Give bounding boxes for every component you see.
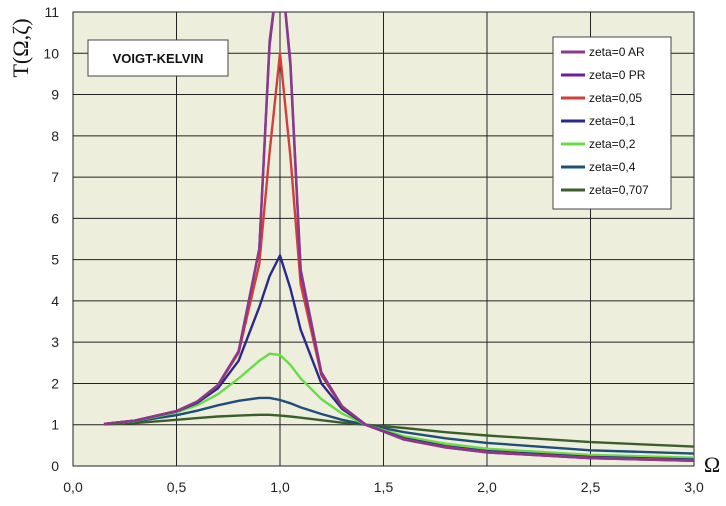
legend-label: zeta=0 PR bbox=[589, 68, 646, 82]
y-tick-labels: 0 1 2 3 4 5 6 7 8 9 10 11 bbox=[43, 4, 59, 474]
y-axis-title: T(Ω,ζ) bbox=[8, 18, 33, 77]
x-tick-label: 3,0 bbox=[684, 479, 704, 495]
y-tick-label: 9 bbox=[51, 87, 59, 103]
y-tick-label: 8 bbox=[51, 128, 59, 144]
x-tick-label: 2,5 bbox=[581, 479, 601, 495]
y-tick-label: 2 bbox=[51, 375, 59, 391]
y-tick-label: 6 bbox=[51, 210, 59, 226]
y-tick-label: 0 bbox=[51, 458, 59, 474]
x-tick-label: 1,5 bbox=[374, 479, 394, 495]
grid bbox=[72, 11, 695, 467]
series-line bbox=[103, 12, 694, 462]
y-tick-label: 5 bbox=[51, 252, 59, 268]
x-tick-label: 1,0 bbox=[270, 479, 290, 495]
annotation-box: VOIGT-KELVIN bbox=[87, 39, 229, 77]
y-tick-label: 7 bbox=[51, 169, 59, 185]
x-tick-label: 0,5 bbox=[167, 479, 187, 495]
series-lines bbox=[103, 12, 694, 462]
y-tick-label: 1 bbox=[51, 417, 59, 433]
legend-label: zeta=0,1 bbox=[589, 114, 636, 128]
legend-label: zeta=0 AR bbox=[589, 45, 645, 59]
series-line bbox=[103, 396, 694, 455]
y-tick-label: 4 bbox=[51, 293, 59, 309]
series-line bbox=[103, 413, 694, 448]
annotation-label: VOIGT-KELVIN bbox=[113, 51, 204, 66]
x-tick-labels: 0,0 0,5 1,0 1,5 2,0 2,5 3,0 bbox=[63, 479, 704, 495]
series-line bbox=[103, 352, 694, 459]
legend-label: zeta=0,05 bbox=[589, 91, 642, 105]
x-tick-label: 0,0 bbox=[63, 479, 83, 495]
y-tick-label: 11 bbox=[44, 4, 59, 20]
legend-label: zeta=0,4 bbox=[589, 160, 636, 174]
legend: zeta=0 AR zeta=0 PR zeta=0,05 zeta=0,1 zeta=… bbox=[552, 36, 672, 210]
x-axis-title: Ω bbox=[704, 452, 720, 477]
x-tick-label: 2,0 bbox=[477, 479, 497, 495]
y-tick-label: 3 bbox=[51, 334, 59, 350]
y-tick-label: 10 bbox=[43, 45, 59, 61]
legend-label: zeta=0,2 bbox=[589, 137, 636, 151]
legend-label: zeta=0,707 bbox=[589, 183, 649, 197]
